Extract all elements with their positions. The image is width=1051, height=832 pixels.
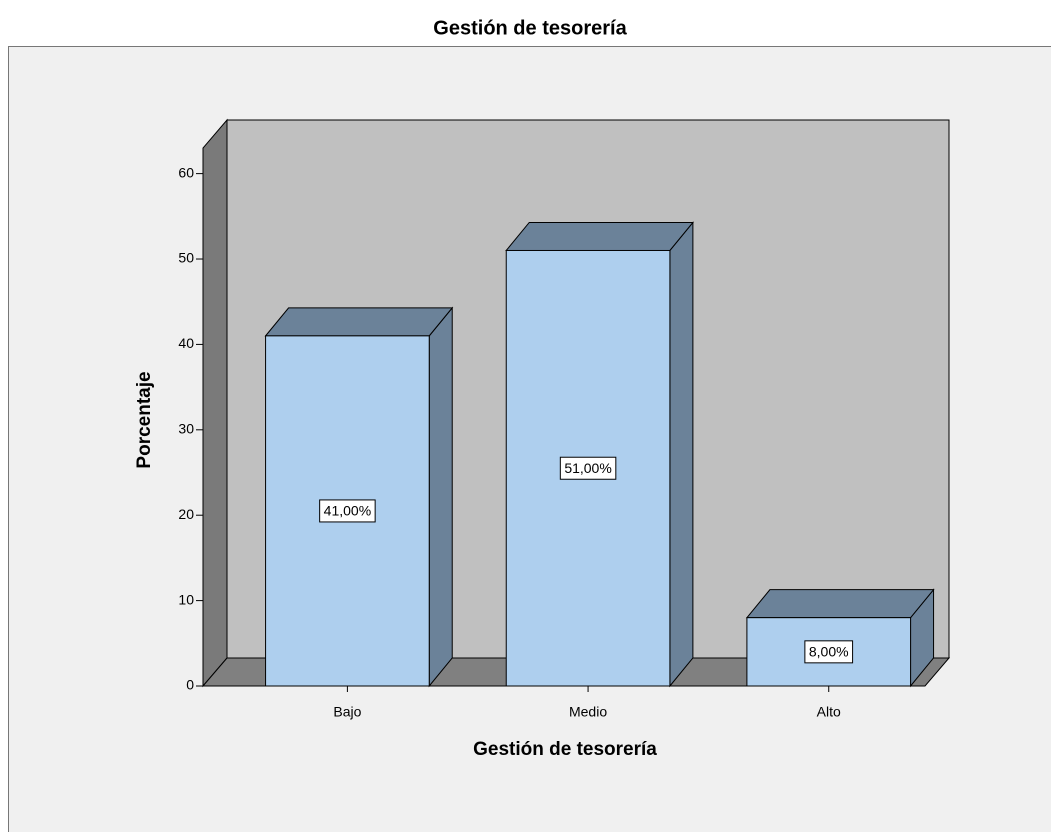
bar-top <box>745 589 935 619</box>
bar-top <box>505 221 694 251</box>
side-wall <box>202 118 228 688</box>
y-axis-label: Porcentaje <box>134 371 155 468</box>
value-label-box <box>319 499 376 523</box>
x-axis-label: Gestión de tesorería <box>473 739 657 760</box>
value-label-box <box>559 456 617 480</box>
bar-side <box>428 306 453 688</box>
x-tick-label: Medio <box>569 704 607 720</box>
y-tick-label: 10 <box>178 591 194 607</box>
bar-top <box>264 307 454 337</box>
value-label: 51,00% <box>564 460 611 476</box>
y-tick-label: 30 <box>178 421 194 437</box>
value-label: 8,00% <box>809 644 849 660</box>
y-tick-label: 60 <box>178 164 194 180</box>
bar-side <box>669 221 694 688</box>
x-tick-label: Alto <box>817 704 841 720</box>
chart-title: Gestión de tesorería <box>433 17 627 39</box>
x-tick-label: Bajo <box>333 704 361 720</box>
y-tick-label: 40 <box>178 335 194 351</box>
value-label-box <box>804 640 854 664</box>
y-tick-label: 0 <box>186 677 194 693</box>
y-tick-label: 20 <box>178 506 194 522</box>
value-label: 41,00% <box>324 503 371 519</box>
y-tick-label: 50 <box>178 250 194 266</box>
